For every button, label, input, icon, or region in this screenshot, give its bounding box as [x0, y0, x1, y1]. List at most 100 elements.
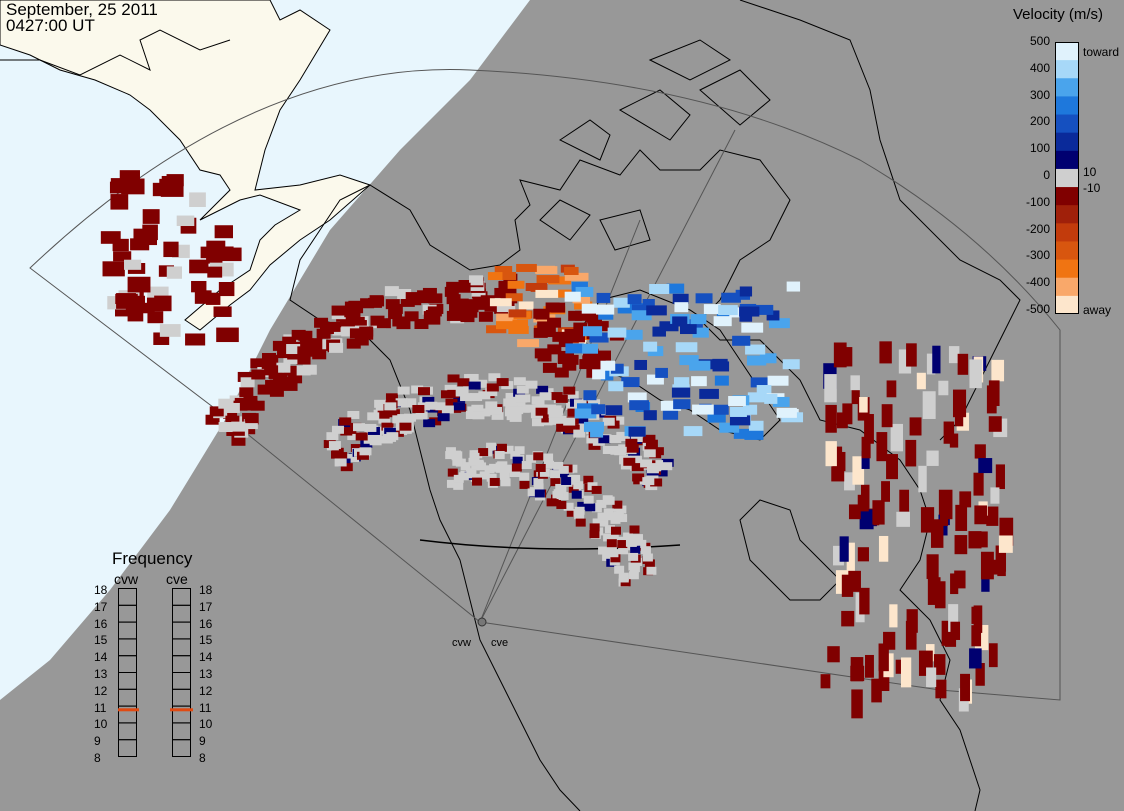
radar-echo-cell	[971, 625, 982, 647]
radar-echo-cell	[730, 406, 747, 417]
velocity-tick-label: -400	[1025, 275, 1050, 290]
frequency-scale-label: 11	[94, 700, 107, 715]
radar-echo-cell	[346, 338, 361, 349]
radar-echo-cell	[511, 463, 522, 472]
radar-echo-cell	[429, 417, 442, 426]
radar-echo-cell	[605, 405, 623, 416]
radar-echo-cell	[857, 547, 869, 562]
radar-echo-cell	[503, 445, 514, 454]
radar-echo-cell	[541, 414, 554, 423]
radar-echo-cell	[469, 275, 484, 286]
radar-echo-cell	[159, 324, 181, 337]
radar-echo-cell	[387, 409, 400, 418]
radar-echo-cell	[990, 487, 1000, 504]
radar-echo-cell	[326, 432, 339, 441]
frequency-cell	[172, 604, 191, 623]
radar-echo-cell	[943, 421, 955, 444]
radar-echo-cell	[714, 375, 729, 386]
radar-echo-cell	[600, 360, 616, 371]
radar-echo-cell	[642, 299, 655, 310]
radar-echo-cell	[644, 559, 655, 568]
radar-echo-cell	[269, 379, 284, 390]
velocity-tick-label: 400	[1029, 60, 1050, 75]
coastline-north-america	[369, 149, 981, 811]
radar-echo-cell	[900, 657, 912, 688]
velocity-tick-label: 200	[1029, 114, 1050, 129]
velocity-legend-title: Velocity (m/s)	[1013, 6, 1104, 23]
radar-echo-cell	[949, 433, 959, 448]
radar-echo-cell	[437, 413, 450, 422]
radar-echo-cell	[861, 450, 870, 469]
radar-echo-cell	[147, 286, 169, 299]
radar-echo-cell	[281, 379, 296, 390]
radar-echo-cell	[950, 621, 961, 640]
radar-echo-cell	[660, 462, 673, 471]
radar-echo-cell	[348, 300, 363, 311]
title-time: 0427:00 UT	[6, 16, 95, 35]
radar-echo-cell	[839, 536, 849, 562]
radar-echo-cell	[486, 383, 499, 392]
radar-echo-cell	[559, 350, 574, 361]
frequency-indicator	[170, 708, 193, 712]
radar-echo-cell	[467, 406, 480, 415]
frequency-scale-label: 8	[94, 751, 101, 765]
radar-echo-cell	[556, 484, 567, 493]
radar-echo-cell	[194, 290, 212, 304]
radar-echo-cell	[395, 398, 408, 407]
radar-echo-cell	[350, 444, 363, 453]
radar-echo-cell	[537, 321, 552, 332]
radar-echo-cell	[509, 413, 522, 422]
radar-echo-cell	[998, 535, 1013, 553]
radar-echo-cell	[185, 333, 206, 346]
radar-echo-cell	[554, 367, 569, 378]
radar-echo-cell	[331, 425, 344, 434]
radar-echo-cell	[547, 317, 562, 328]
sunlit-land	[0, 0, 371, 331]
radar-echo-cell	[881, 404, 893, 428]
radar-echo-cell	[210, 246, 234, 260]
radar-echo-cell	[243, 395, 258, 406]
radar-echo-cell	[213, 306, 232, 317]
radar-echo-cell	[583, 495, 594, 504]
radar-echo-cell	[339, 417, 352, 426]
radar-echo-cell	[881, 481, 890, 502]
radar-echo-cell	[691, 376, 707, 387]
radar-echo-cell	[331, 305, 346, 316]
radar-echo-cell	[116, 293, 136, 309]
radar-echo-cell	[486, 473, 497, 482]
radar-echo-cell	[512, 456, 523, 465]
radar-echo-cell	[927, 577, 941, 605]
radar-echo-cell	[478, 408, 491, 417]
radar-echo-cell	[623, 532, 634, 541]
radar-echo-cell	[969, 359, 982, 389]
radar-echo-cell	[573, 429, 586, 438]
radar-echo-cell	[935, 679, 947, 699]
radar-echo-cell	[331, 447, 344, 456]
radar-echo-cell	[577, 501, 588, 510]
radar-echo-cell	[631, 463, 644, 472]
radar-echo-cell	[535, 289, 559, 298]
radar-echo-cell	[988, 416, 1002, 432]
frequency-bars	[118, 588, 193, 757]
radar-echo-cell	[446, 310, 461, 321]
radar-echo-cell	[974, 505, 988, 525]
velocity-colorbar	[1055, 42, 1079, 314]
radar-echo-cell	[645, 439, 658, 448]
radar-echo-cell	[728, 396, 746, 407]
radar-echo-cell	[568, 310, 583, 321]
radar-echo-cell	[314, 317, 329, 328]
radar-echo-cell	[347, 410, 360, 419]
radar-echo-cell	[719, 422, 740, 433]
radar-echo-cell	[453, 474, 464, 483]
radar-echo-cell	[353, 423, 366, 432]
radar-echo-cell	[865, 654, 874, 678]
radar-echo-cell	[626, 444, 639, 453]
radar-echo-cell	[589, 332, 609, 343]
radar-echo-cell	[334, 458, 347, 467]
frequency-cell	[172, 638, 191, 657]
radar-echo-cell	[824, 374, 837, 403]
radar-echo-cell	[378, 415, 391, 424]
radar-echo-cell	[495, 464, 506, 473]
radar-echo-cell	[384, 402, 397, 411]
radar-echo-cell	[689, 360, 711, 371]
